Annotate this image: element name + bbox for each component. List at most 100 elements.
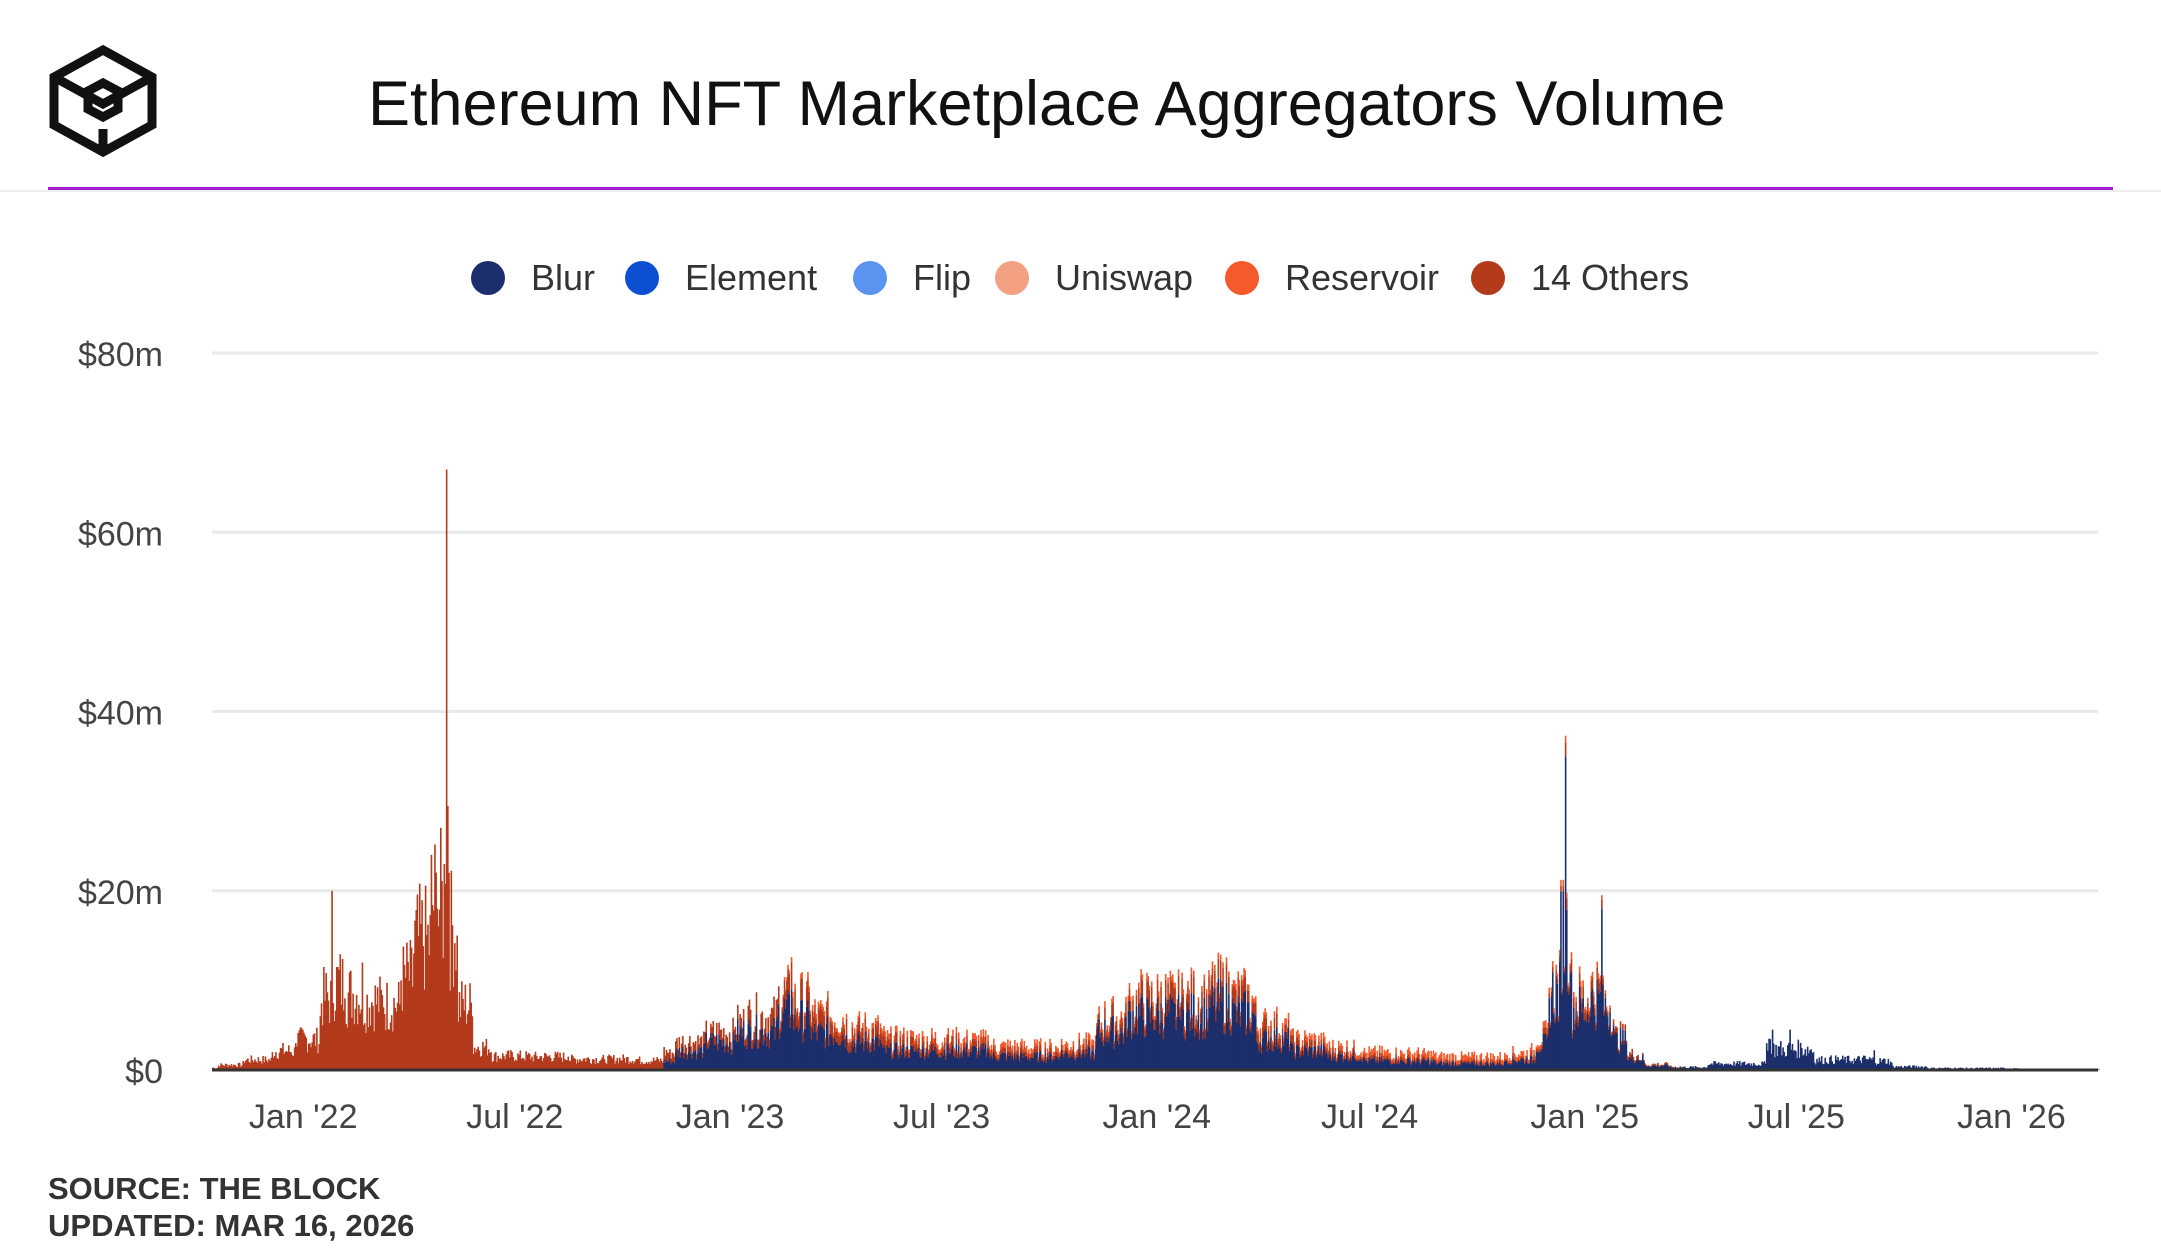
bar-segment	[1092, 1040, 1095, 1046]
bar-segment	[1222, 986, 1224, 1070]
bar-segment	[1277, 1042, 1279, 1050]
legend-item-reservoir[interactable]: Reservoir	[1225, 250, 1439, 306]
bar-segment	[1589, 1007, 1591, 1011]
bar-segment	[979, 1050, 981, 1056]
bar-segment	[624, 1062, 627, 1070]
bar-segment	[900, 1045, 903, 1049]
bar-segment	[990, 1044, 993, 1050]
bar-segment	[1030, 1048, 1033, 1053]
bar-segment	[1196, 1020, 1199, 1024]
bar-segment	[831, 1021, 834, 1026]
bar-segment	[1507, 1060, 1510, 1064]
bar-segment	[1796, 1058, 1798, 1070]
bar-segment	[289, 1052, 291, 1070]
bar-segment	[1347, 1055, 1349, 1059]
bar-segment	[872, 1022, 875, 1028]
bar-segment	[1508, 1062, 1511, 1070]
bar-segment	[516, 1060, 518, 1070]
bar-segment	[894, 1032, 897, 1043]
bar-segment	[1627, 1057, 1630, 1061]
bar-segment	[1115, 1030, 1118, 1070]
bar-segment	[339, 954, 342, 1070]
bar-segment	[1380, 1053, 1382, 1058]
bar-segment	[758, 1048, 760, 1070]
bar-segment	[1352, 1055, 1354, 1070]
bar-segment	[1616, 1027, 1618, 1034]
bar-segment	[1270, 1036, 1272, 1070]
bar-segment	[823, 1030, 826, 1070]
bar-segment	[1426, 1057, 1429, 1060]
bar-segment	[952, 1029, 954, 1036]
bar-segment	[1099, 1037, 1102, 1070]
bar-segment	[662, 1062, 664, 1070]
bar-segment	[972, 1038, 974, 1046]
bar-segment	[871, 1023, 874, 1029]
bar-segment	[1321, 1050, 1324, 1054]
bar-segment	[1544, 1027, 1547, 1034]
bar-segment	[976, 1051, 979, 1055]
legend-item-element[interactable]: Element	[625, 250, 817, 306]
bar-segment	[1529, 1053, 1532, 1057]
bar-segment	[1581, 1012, 1583, 1070]
bar-segment	[1204, 1038, 1207, 1070]
bar-segment	[266, 1062, 269, 1070]
bar-segment	[1321, 1053, 1324, 1057]
bar-segment	[1368, 1046, 1370, 1054]
bar-segment	[1243, 967, 1245, 975]
bar-segment	[1334, 1047, 1337, 1053]
bar-segment	[801, 972, 803, 979]
bar-segment	[775, 1020, 778, 1070]
bar-segment	[461, 981, 463, 1070]
bar-segment	[1154, 1029, 1157, 1070]
bar-segment	[1187, 1003, 1189, 1070]
bar-segment	[1076, 1050, 1078, 1054]
bar-segment	[1663, 1066, 1665, 1070]
bar-segment	[1539, 1048, 1541, 1052]
bar-segment	[296, 1046, 298, 1070]
bar-segment	[1421, 1054, 1423, 1059]
bar-segment	[1556, 973, 1559, 979]
bar-segment	[1419, 1064, 1422, 1070]
bar-segment	[1472, 1062, 1475, 1070]
bar-segment	[219, 1066, 221, 1070]
bar-segment	[1016, 1053, 1019, 1070]
legend-item-flip[interactable]: Flip	[853, 250, 971, 306]
bar-segment	[1594, 1004, 1596, 1009]
bar-segment	[335, 966, 338, 1070]
bar-segment	[1094, 1035, 1097, 1042]
bar-segment	[1670, 1065, 1672, 1067]
bar-segment	[706, 1049, 709, 1070]
bar-segment	[824, 1040, 827, 1049]
legend-item-blur[interactable]: Blur	[471, 250, 595, 306]
bar-segment	[1364, 1052, 1367, 1058]
bar-segment	[525, 1051, 527, 1070]
bar-segment	[1198, 1029, 1201, 1033]
bar-segment	[791, 997, 794, 1015]
bar-segment	[356, 1024, 359, 1070]
bar-segment	[853, 1032, 856, 1043]
bar-segment	[872, 1038, 875, 1070]
bar-segment	[1404, 1062, 1407, 1065]
bar-segment	[1508, 1061, 1511, 1063]
bar-segment	[1495, 1059, 1498, 1064]
bar-segment	[1472, 1060, 1475, 1063]
bar-segment	[1812, 1052, 1815, 1070]
bar-segment	[1909, 1066, 1912, 1070]
bar-segment	[590, 1063, 593, 1070]
bar-segment	[682, 1046, 684, 1070]
bar-segment	[567, 1056, 570, 1070]
bar-segment	[487, 1049, 490, 1070]
bar-segment	[1345, 1057, 1347, 1060]
bar-segment	[1150, 981, 1153, 987]
bar-segment	[645, 1062, 648, 1070]
bar-segment	[1568, 994, 1570, 1070]
legend-item-others[interactable]: 14 Others	[1471, 250, 1689, 306]
bar-segment	[841, 1030, 843, 1042]
bar-segment	[963, 1048, 966, 1070]
bar-segment	[1024, 1056, 1027, 1070]
bar-segment	[1136, 1017, 1139, 1021]
bar-segment	[1453, 1066, 1456, 1070]
bar-segment	[1205, 989, 1208, 995]
bar-segment	[1369, 1051, 1372, 1057]
legend-item-uniswap[interactable]: Uniswap	[995, 250, 1193, 306]
